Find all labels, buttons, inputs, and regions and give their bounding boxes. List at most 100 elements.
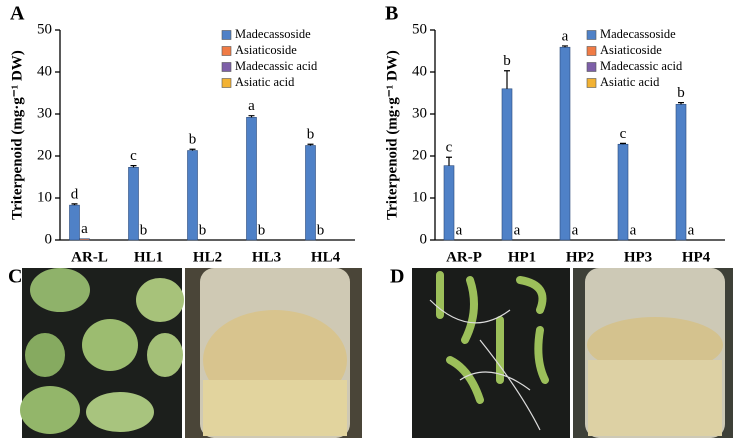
leaf <box>147 333 183 377</box>
leaf <box>25 333 65 377</box>
y-axis-label: Triterpenoid (mg·g⁻¹ DW) <box>9 50 25 220</box>
significance-letter: a <box>572 222 579 238</box>
x-tick-label: HP2 <box>566 249 594 265</box>
significance-letter: c <box>446 140 453 156</box>
bar <box>79 238 90 241</box>
legend-label: Madecassic acid <box>235 59 318 73</box>
bar <box>69 204 80 241</box>
legend-swatch <box>586 62 597 72</box>
significance-letter: c <box>130 148 137 164</box>
significance-letter: a <box>562 28 569 44</box>
bar <box>675 104 687 241</box>
error-bar <box>562 45 568 48</box>
y-tick-label: 50 <box>37 21 52 37</box>
y-tick-label: 10 <box>37 189 52 205</box>
bar <box>443 165 455 241</box>
significance-letter: a <box>248 98 255 114</box>
significance-letter: b <box>258 222 266 238</box>
panel-label: A <box>10 3 25 25</box>
panel-label: D <box>390 266 404 288</box>
significance-letter: b <box>199 222 207 238</box>
significance-letter: b <box>677 85 685 101</box>
legend-swatch <box>221 30 232 40</box>
significance-letter: a <box>630 222 637 238</box>
bar <box>559 46 571 241</box>
bar <box>617 143 629 241</box>
x-tick-label: HL1 <box>134 249 163 265</box>
x-tick-label: HP1 <box>508 249 536 265</box>
significance-letter: b <box>317 222 325 238</box>
y-tick-label: 0 <box>45 231 53 247</box>
x-tick-label: HL2 <box>193 249 222 265</box>
panel-label: C <box>8 266 22 288</box>
significance-letter: a <box>81 221 88 237</box>
leaf <box>86 392 154 432</box>
medium <box>588 360 722 436</box>
legend-swatch <box>221 78 232 88</box>
error-bar <box>71 203 78 206</box>
leaf <box>136 278 184 322</box>
y-tick-label: 20 <box>37 147 52 163</box>
medium <box>203 380 347 436</box>
legend-swatch <box>221 46 232 56</box>
significance-letter: a <box>456 222 463 238</box>
bar <box>187 150 198 241</box>
legend-label: Asiatic acid <box>600 75 660 89</box>
y-tick-label: 50 <box>412 21 427 37</box>
bar <box>246 117 257 241</box>
legend-label: Madecassic acid <box>600 59 683 73</box>
significance-letter: c <box>620 126 627 142</box>
significance-letter: a <box>514 222 521 238</box>
photo-background <box>412 268 570 438</box>
significance-letter: b <box>189 132 197 148</box>
photo-c <box>20 268 362 438</box>
error-bar <box>189 148 196 151</box>
photo-d <box>412 268 733 438</box>
x-tick-label: AR-P <box>446 249 482 265</box>
legend-label: Asiaticoside <box>235 43 297 57</box>
legend-swatch <box>586 30 597 40</box>
bar <box>128 167 139 241</box>
legend-label: Madecassoside <box>235 27 311 41</box>
x-tick-label: HP3 <box>624 249 652 265</box>
panel-label: B <box>385 3 398 25</box>
error-bar <box>446 156 452 166</box>
legend-label: Asiatic acid <box>235 75 295 89</box>
petiole <box>436 271 549 404</box>
significance-letter: d <box>71 186 79 202</box>
y-tick-label: 40 <box>412 63 427 79</box>
y-tick-label: 10 <box>412 189 427 205</box>
y-tick-label: 40 <box>37 63 52 79</box>
significance-letter: b <box>140 222 148 238</box>
x-tick-label: AR-L <box>71 249 108 265</box>
legend-swatch <box>586 78 597 88</box>
legend-swatch <box>221 62 232 72</box>
error-bar <box>504 70 510 89</box>
error-bar <box>307 143 314 146</box>
leaf <box>30 268 90 312</box>
bar <box>305 145 316 241</box>
x-tick-label: HP4 <box>682 249 711 265</box>
y-tick-label: 30 <box>37 105 52 121</box>
significance-letter: b <box>503 53 511 69</box>
legend-label: Asiaticoside <box>600 43 662 57</box>
y-tick-label: 20 <box>412 147 427 163</box>
significance-letter: a <box>688 222 695 238</box>
error-bar <box>678 102 684 105</box>
leaf <box>82 319 138 371</box>
leaf <box>20 386 80 434</box>
significance-letter: b <box>307 127 315 143</box>
culture <box>587 317 723 373</box>
y-axis-label: Triterpenoid (mg·g⁻¹ DW) <box>384 50 400 220</box>
y-tick-label: 30 <box>412 105 427 121</box>
x-tick-label: HL4 <box>311 249 341 265</box>
root <box>429 299 541 431</box>
bar <box>501 88 513 241</box>
error-bar <box>248 115 255 118</box>
legend-label: Madecassoside <box>600 27 676 41</box>
error-bar <box>130 165 137 168</box>
legend-swatch <box>586 46 597 56</box>
y-tick-label: 0 <box>420 231 428 247</box>
error-bar <box>620 142 626 145</box>
